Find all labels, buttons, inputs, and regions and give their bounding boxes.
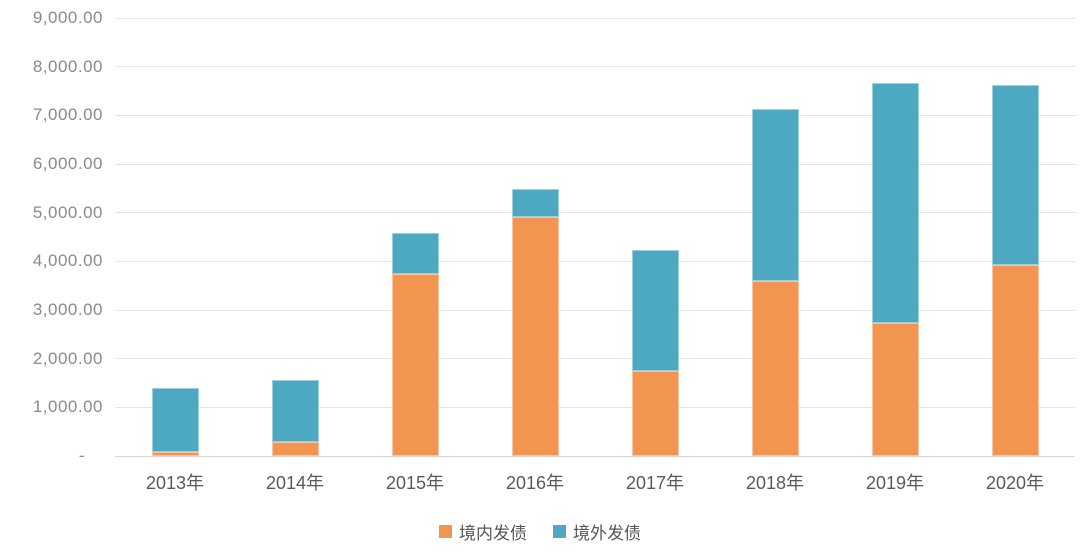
x-tick-label: 2015年	[385, 473, 445, 493]
legend-item-domestic: 境内发债	[439, 519, 527, 544]
bar-column-2015年	[391, 18, 439, 456]
bar-segment-domestic	[391, 274, 439, 456]
gridline	[115, 66, 1075, 68]
y-tick-label: 2,000.00	[32, 348, 103, 368]
bar-segment-overseas	[751, 109, 799, 282]
gridline	[115, 163, 1075, 165]
x-tick-label: 2014年	[265, 473, 325, 493]
x-tick-label: 2013年	[145, 473, 205, 493]
gridline	[115, 260, 1075, 262]
y-tick-label: -	[78, 446, 85, 465]
y-tick-label: 1,000.00	[32, 397, 103, 417]
bar-column-2019年	[871, 18, 919, 456]
bar-segment-domestic	[751, 281, 799, 456]
bar-segment-overseas	[511, 188, 559, 217]
x-tick-label: 2018年	[745, 473, 805, 493]
legend-swatch-overseas-icon	[553, 525, 566, 538]
bar-segment-overseas	[391, 232, 439, 275]
legend-label-overseas: 境外发债	[573, 524, 641, 543]
legend-swatch-domestic-icon	[439, 525, 452, 538]
y-tick-label: 9,000.00	[32, 8, 103, 27]
gridline	[115, 406, 1075, 408]
bar-segment-overseas	[271, 379, 319, 442]
x-tick-label: 2020年	[985, 473, 1045, 493]
bar-segment-domestic	[151, 452, 199, 456]
bar-segment-overseas	[991, 84, 1039, 265]
bar-column-2018年	[751, 18, 799, 456]
bar-segment-overseas	[871, 82, 919, 323]
y-tick-label: 3,000.00	[32, 300, 103, 319]
gridline	[115, 212, 1075, 214]
y-tick-label: 7,000.00	[32, 105, 103, 125]
bar-column-2017年	[631, 18, 679, 456]
y-axis: - 1,000.00 2,000.00 3,000.00 4,000.00 5,000.0…	[0, 8, 103, 465]
x-axis: 2013年 2014年 2015年 2016年 2017年 2018年 2019年 2020年	[115, 469, 1075, 495]
x-axis-baseline	[115, 455, 1075, 457]
bar-column-2016年	[511, 18, 559, 456]
bar-segment-domestic	[991, 264, 1039, 456]
bar-segment-overseas	[631, 250, 679, 372]
legend-item-overseas: 境外发债	[553, 519, 641, 544]
bar-column-2014年	[271, 18, 319, 456]
bar-segment-overseas	[151, 387, 199, 453]
bar-segment-domestic	[631, 371, 679, 456]
bar-column-2013年	[151, 18, 199, 456]
legend: 境内发债 境外发债	[0, 519, 1080, 544]
bar-segment-domestic	[511, 216, 559, 456]
legend-label-domestic: 境内发债	[459, 524, 527, 543]
gridline	[115, 358, 1075, 360]
x-tick-label: 2017年	[625, 473, 685, 493]
plot-area	[115, 17, 1075, 457]
bar-segment-domestic	[871, 322, 919, 456]
y-tick-label: 4,000.00	[32, 251, 103, 271]
y-tick-label: 8,000.00	[32, 56, 103, 76]
y-tick-label: 5,000.00	[32, 202, 103, 222]
bar-segment-domestic	[271, 441, 319, 456]
gridline	[115, 309, 1075, 311]
x-tick-label: 2016年	[505, 473, 565, 493]
gridline	[115, 17, 1075, 19]
gridline	[115, 114, 1075, 116]
bar-column-2020年	[991, 18, 1039, 456]
x-tick-label: 2019年	[865, 473, 925, 493]
y-tick-label: 6,000.00	[32, 154, 103, 173]
